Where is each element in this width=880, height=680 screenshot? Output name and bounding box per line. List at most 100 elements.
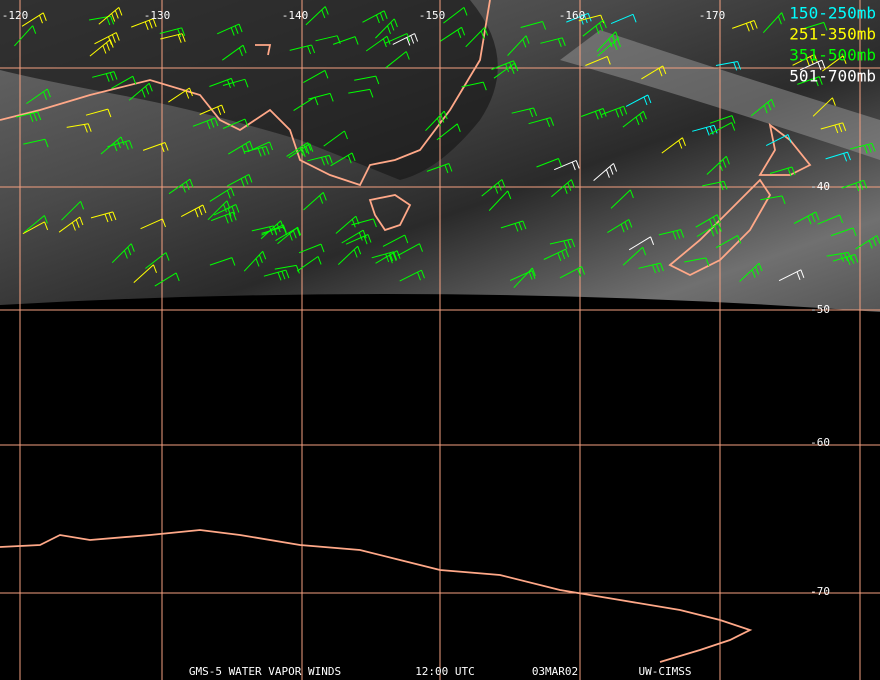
- wind-barb: [133, 264, 157, 283]
- wind-barb: [500, 220, 527, 232]
- wind-barb: [762, 12, 786, 34]
- wind-barb: [58, 216, 84, 233]
- wind-barb: [351, 218, 377, 228]
- wind-barb: [540, 37, 566, 47]
- wind-barb: [145, 252, 170, 269]
- wind-barb: [830, 227, 857, 237]
- wind-barb: [154, 272, 180, 287]
- footer-text: GMS-5 WATER VAPOR WINDS: [189, 665, 341, 678]
- wind-barb: [793, 211, 820, 225]
- wind-barb: [199, 104, 226, 115]
- wind-barb: [513, 267, 536, 289]
- wind-barb: [601, 105, 628, 118]
- wind-barb: [625, 94, 652, 107]
- wind-barb: [715, 234, 742, 249]
- wind-barb: [832, 254, 859, 266]
- longitude-label: -170: [699, 9, 726, 22]
- wind-barb: [750, 98, 775, 117]
- wind-barb: [128, 82, 153, 101]
- wind-barb: [213, 204, 240, 217]
- wind-barb: [543, 248, 570, 261]
- wind-barb: [323, 130, 348, 147]
- wind-barb: [528, 117, 555, 127]
- wind-barb: [692, 124, 718, 136]
- wind-barb: [303, 69, 329, 84]
- wind-barb: [296, 256, 322, 272]
- wind-barb: [308, 92, 334, 102]
- wind-barb: [260, 220, 285, 240]
- wind-barb: [303, 192, 327, 211]
- wind-barb: [382, 234, 409, 247]
- wind-barb: [638, 262, 664, 274]
- latitude-label: -60: [810, 436, 830, 449]
- wind-barb: [769, 166, 796, 177]
- wind-barb: [111, 75, 137, 89]
- legend-entry: 501-700mb: [789, 67, 876, 86]
- wind-barb: [596, 31, 620, 52]
- wind-barb: [461, 81, 487, 91]
- wind-barb: [551, 179, 575, 198]
- wind-barb: [443, 7, 468, 24]
- wind-barb: [825, 151, 851, 162]
- wind-barb: [661, 137, 686, 154]
- wind-barb: [465, 27, 489, 48]
- wind-barb: [385, 51, 410, 69]
- wind-barb: [354, 75, 380, 85]
- wind-barb: [274, 264, 300, 274]
- wind-barb: [293, 96, 319, 112]
- wind-barb: [820, 122, 847, 134]
- wind-barbs: [14, 6, 880, 289]
- wind-barb: [263, 269, 290, 281]
- wind-barb: [507, 35, 530, 56]
- wind-barb: [520, 21, 547, 30]
- latitude-label: -70: [810, 585, 830, 598]
- wind-barb: [817, 214, 844, 225]
- wind-barb: [799, 59, 826, 71]
- wind-barb: [491, 60, 517, 73]
- latitude-label: -40: [810, 180, 830, 193]
- wind-barb: [436, 123, 461, 141]
- wind-barb: [778, 269, 805, 282]
- wind-barb: [792, 53, 818, 67]
- wind-barb: [66, 123, 92, 133]
- wind-barb: [23, 215, 48, 233]
- wind-barb: [277, 226, 302, 245]
- wind-barb: [511, 107, 538, 118]
- wind-barb: [211, 211, 237, 224]
- wind-barb: [332, 36, 359, 45]
- wind-barb: [399, 269, 425, 282]
- wind-barb: [168, 178, 194, 195]
- wind-barb: [222, 44, 247, 61]
- wind-barb: [622, 246, 647, 266]
- wind-barb: [760, 195, 786, 205]
- coastline: [0, 0, 491, 187]
- longitude-label: -130: [144, 9, 171, 22]
- wind-barb: [549, 238, 576, 249]
- wind-barb: [335, 215, 360, 234]
- wind-barb: [89, 39, 114, 57]
- wind-barb: [180, 204, 207, 218]
- longitude-label: -160: [559, 9, 586, 22]
- wind-barb: [26, 88, 51, 105]
- wind-barb: [298, 243, 325, 254]
- wind-barb: [554, 159, 580, 171]
- wind-barb: [341, 229, 367, 244]
- wind-barb: [14, 25, 37, 47]
- longitude-label: -120: [2, 9, 29, 22]
- legend-entry: 150-250mb: [789, 4, 876, 23]
- dry-region: [0, 0, 498, 180]
- wind-barb: [582, 19, 607, 37]
- wind-barb: [375, 18, 398, 39]
- wind-barb: [488, 190, 512, 211]
- wind-barb: [159, 27, 186, 37]
- wind-barb: [578, 14, 605, 24]
- wind-barb: [610, 13, 637, 25]
- wind-barb: [365, 35, 391, 52]
- wind-barb: [94, 32, 120, 45]
- wind-barb: [226, 173, 253, 187]
- coastlines: [0, 0, 812, 663]
- wind-barb: [85, 108, 112, 118]
- wind-barb: [21, 12, 47, 27]
- wind-barb: [305, 6, 329, 26]
